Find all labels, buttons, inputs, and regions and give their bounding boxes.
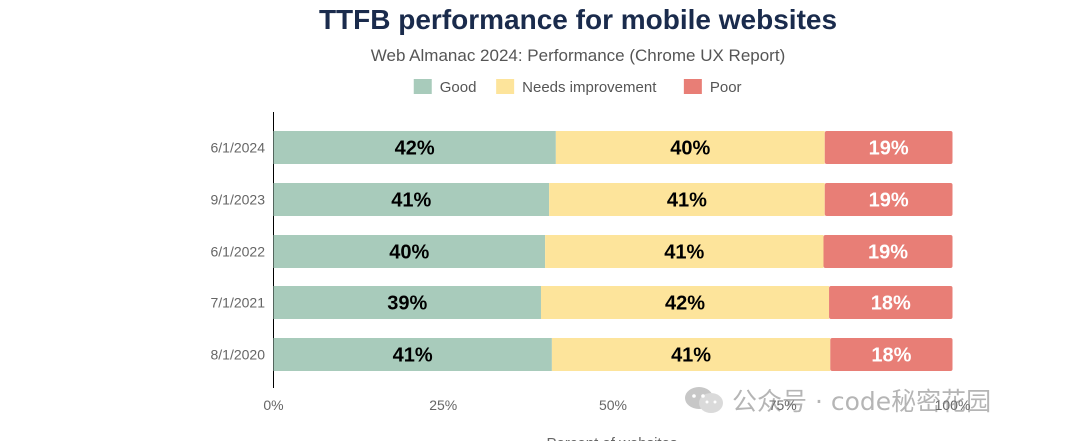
data-label-poor: 18% — [871, 293, 911, 315]
y-tick-label: 7/1/2021 — [211, 295, 266, 311]
legend-swatch-poor — [683, 79, 702, 94]
x-tick-label: 50% — [599, 397, 627, 413]
data-label-poor: 18% — [871, 345, 911, 367]
legend-swatch-good — [413, 79, 432, 94]
data-label-good: 41% — [393, 345, 433, 367]
bar-segment-good — [273, 286, 541, 319]
bar-segment-poor — [829, 286, 953, 319]
x-tick-label: 0% — [263, 397, 283, 413]
data-label-needs-improvement: 42% — [665, 293, 705, 315]
bar-segment-good — [273, 338, 552, 371]
data-label-poor: 19% — [869, 138, 909, 160]
bar-segment-poor — [824, 183, 953, 216]
bar-segment-poor — [823, 235, 953, 268]
bar-segment-good — [273, 235, 546, 268]
data-label-poor: 19% — [868, 242, 908, 264]
bar-segment-needs-improvement — [555, 131, 825, 164]
bar-segment-needs-improvement — [545, 235, 824, 268]
data-label-needs-improvement: 41% — [667, 190, 707, 212]
data-label-needs-improvement: 41% — [664, 242, 704, 264]
legend-label-needs-improvement: Needs improvement — [522, 79, 657, 96]
x-axis-label: Percent of websites — [547, 435, 678, 441]
y-tick-label: 8/1/2020 — [211, 347, 266, 363]
y-tick-label: 6/1/2022 — [211, 244, 266, 260]
y-tick-label: 6/1/2024 — [211, 140, 266, 156]
bar-segment-needs-improvement — [549, 183, 825, 216]
data-label-needs-improvement: 40% — [670, 138, 710, 160]
legend-label-poor: Poor — [710, 79, 742, 96]
y-tick-label: 9/1/2023 — [211, 192, 266, 208]
chart-title: TTFB performance for mobile websites — [319, 4, 837, 35]
bar-segment-good — [273, 131, 556, 164]
data-label-good: 40% — [389, 242, 429, 264]
data-label-good: 39% — [387, 293, 427, 315]
legend-swatch-needs-improvement — [496, 79, 515, 94]
bar-segment-poor — [824, 131, 953, 164]
data-label-good: 42% — [395, 138, 435, 160]
x-tick-label: 100% — [935, 397, 971, 413]
bar-segment-needs-improvement — [540, 286, 830, 319]
chart-subtitle: Web Almanac 2024: Performance (Chrome UX… — [371, 46, 785, 65]
data-label-poor: 19% — [869, 190, 909, 212]
bar-segment-poor — [830, 338, 953, 371]
x-tick-label: 75% — [769, 397, 797, 413]
data-label-needs-improvement: 41% — [671, 345, 711, 367]
bar-segment-needs-improvement — [551, 338, 831, 371]
bar-segment-good — [273, 183, 550, 216]
x-tick-label: 25% — [429, 397, 457, 413]
legend-label-good: Good — [440, 79, 477, 96]
data-label-good: 41% — [391, 190, 431, 212]
